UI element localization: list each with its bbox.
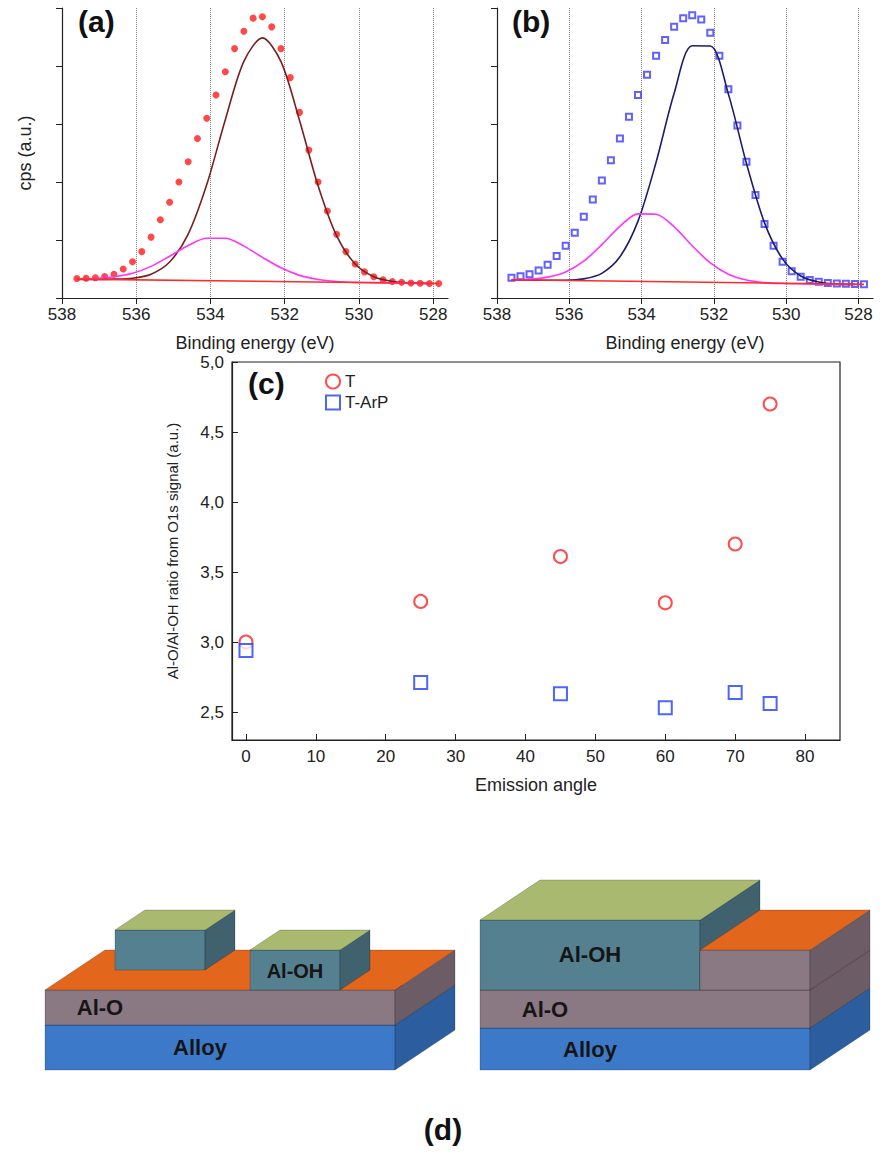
svg-text:T-ArP: T-ArP [345, 393, 388, 412]
svg-text:4,0: 4,0 [200, 493, 224, 512]
svg-text:Al-OH: Al-OH [559, 942, 621, 967]
svg-text:3,5: 3,5 [200, 563, 224, 582]
svg-text:Binding energy (eV): Binding energy (eV) [605, 333, 764, 353]
svg-text:Al-O: Al-O [77, 995, 123, 1020]
svg-text:Emission angle: Emission angle [475, 775, 597, 795]
svg-text:20: 20 [376, 747, 395, 766]
svg-text:3,0: 3,0 [200, 633, 224, 652]
svg-text:0: 0 [241, 747, 250, 766]
svg-text:Alloy: Alloy [173, 1035, 228, 1060]
svg-text:5,0: 5,0 [200, 353, 224, 372]
svg-text:538: 538 [48, 305, 76, 324]
svg-text:80: 80 [796, 747, 815, 766]
svg-text:532: 532 [271, 305, 299, 324]
svg-text:Al-O: Al-O [522, 997, 568, 1022]
svg-text:60: 60 [656, 747, 675, 766]
svg-text:10: 10 [306, 747, 325, 766]
svg-text:50: 50 [586, 747, 605, 766]
svg-text:(b): (b) [512, 5, 550, 38]
svg-text:(d): (d) [424, 1113, 462, 1146]
svg-text:Alloy: Alloy [563, 1037, 618, 1062]
svg-text:Al-O/Al-OH ratio from O1s sign: Al-O/Al-OH ratio from O1s signal (a.u.) [164, 423, 181, 680]
svg-text:T: T [345, 372, 355, 391]
svg-text:530: 530 [772, 305, 800, 324]
svg-text:536: 536 [555, 305, 583, 324]
svg-text:(c): (c) [248, 367, 285, 400]
svg-text:528: 528 [844, 305, 872, 324]
svg-text:538: 538 [483, 305, 511, 324]
svg-text:Binding energy (eV): Binding energy (eV) [175, 333, 334, 353]
svg-text:cps (a.u.): cps (a.u.) [15, 115, 35, 190]
svg-text:536: 536 [122, 305, 150, 324]
svg-text:Al-OH: Al-OH [267, 960, 324, 982]
svg-text:528: 528 [419, 305, 447, 324]
svg-text:532: 532 [700, 305, 728, 324]
svg-text:70: 70 [726, 747, 745, 766]
svg-text:534: 534 [196, 305, 224, 324]
svg-text:2,5: 2,5 [200, 703, 224, 722]
svg-text:(a): (a) [78, 5, 115, 38]
svg-text:40: 40 [516, 747, 535, 766]
svg-text:4,5: 4,5 [200, 423, 224, 442]
svg-text:30: 30 [446, 747, 465, 766]
svg-text:530: 530 [345, 305, 373, 324]
svg-text:534: 534 [627, 305, 655, 324]
